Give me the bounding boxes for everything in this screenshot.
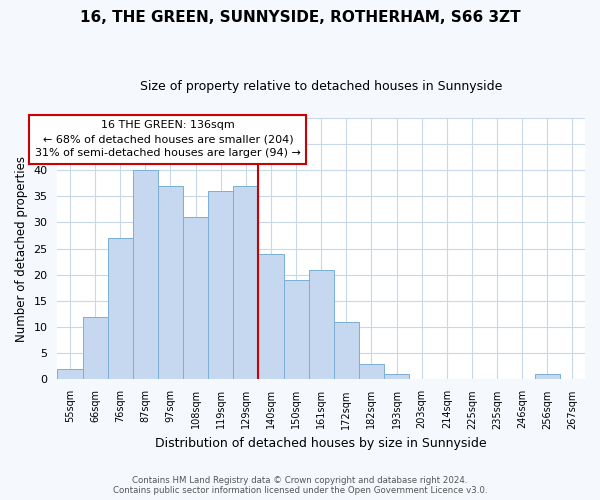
Bar [284, 280, 308, 380]
X-axis label: Distribution of detached houses by size in Sunnyside: Distribution of detached houses by size … [155, 437, 487, 450]
Y-axis label: Number of detached properties: Number of detached properties [15, 156, 28, 342]
Text: 16 THE GREEN: 136sqm
← 68% of detached houses are smaller (204)
31% of semi-deta: 16 THE GREEN: 136sqm ← 68% of detached h… [35, 120, 301, 158]
Bar [183, 217, 208, 380]
Bar [158, 186, 183, 380]
Bar [83, 316, 107, 380]
Bar [535, 374, 560, 380]
Bar [259, 254, 284, 380]
Bar [384, 374, 409, 380]
Bar [58, 369, 83, 380]
Bar [208, 191, 233, 380]
Bar [308, 270, 334, 380]
Bar [133, 170, 158, 380]
Bar [233, 186, 259, 380]
Bar [107, 238, 133, 380]
Title: Size of property relative to detached houses in Sunnyside: Size of property relative to detached ho… [140, 80, 502, 93]
Bar [359, 364, 384, 380]
Text: 16, THE GREEN, SUNNYSIDE, ROTHERHAM, S66 3ZT: 16, THE GREEN, SUNNYSIDE, ROTHERHAM, S66… [80, 10, 520, 25]
Bar [334, 322, 359, 380]
Text: Contains HM Land Registry data © Crown copyright and database right 2024.
Contai: Contains HM Land Registry data © Crown c… [113, 476, 487, 495]
